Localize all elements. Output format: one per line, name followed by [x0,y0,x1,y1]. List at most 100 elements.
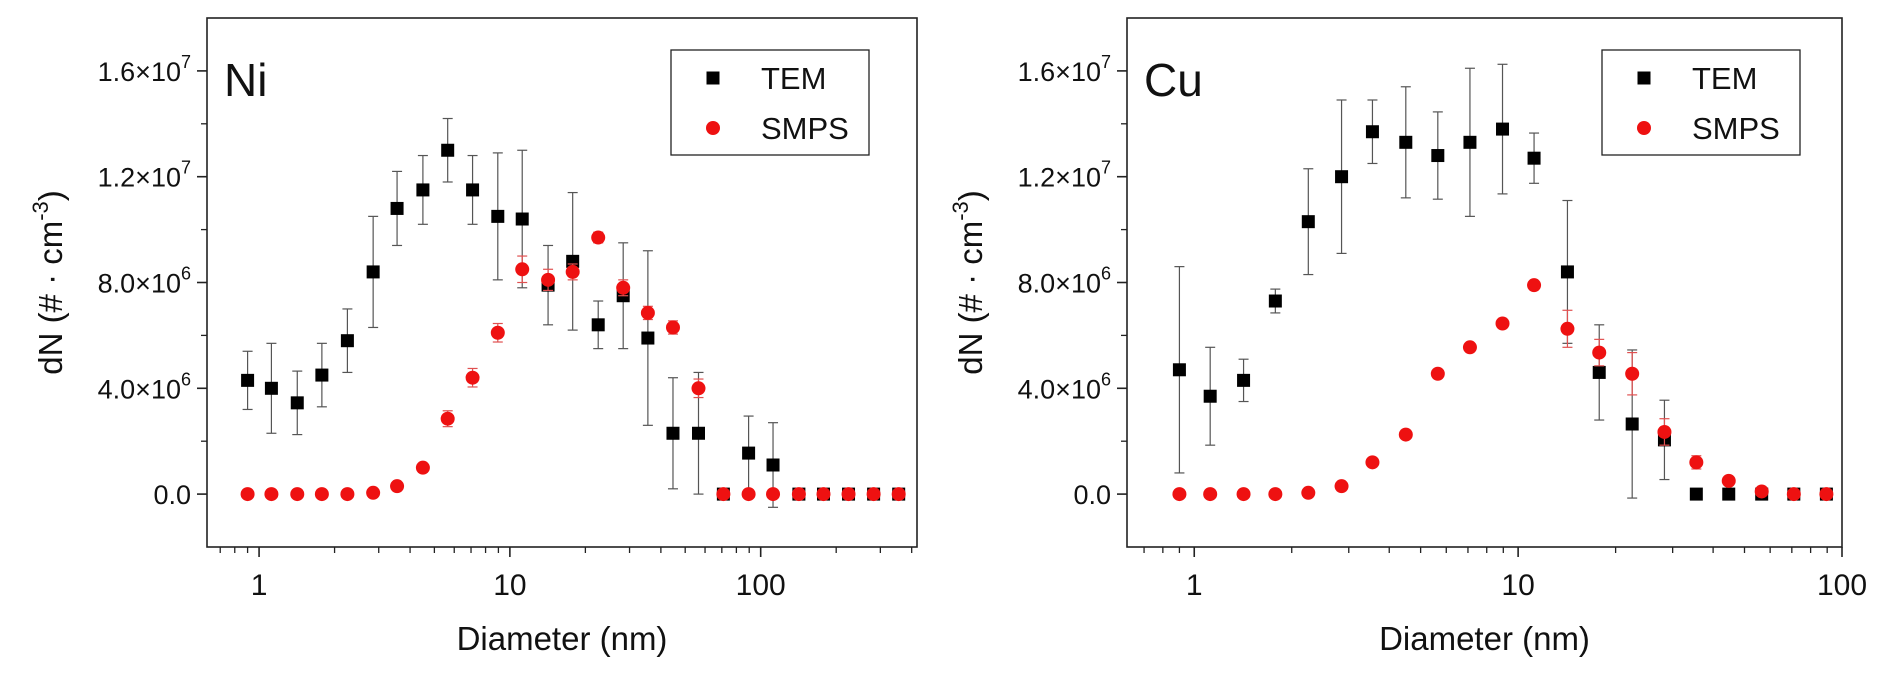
y-tick-label: 1.6×107 [1018,52,1111,87]
data-point-tem [264,381,278,395]
data-point-tem [491,209,505,223]
chart-panel-ni: 1 10 1000.04.0×1068.0×1061.2×1071.6×107Dia… [28,17,918,657]
data-point-tem [416,183,430,197]
data-point-smps [866,487,881,502]
x-tick-label: 10 [493,569,526,602]
data-point-smps [841,487,856,502]
x-tick-label: 100 [1817,569,1867,602]
y-tick-label-base: 1.6×10 [98,57,181,87]
y-axis-title: dN (# · cm-3) [28,190,69,375]
x-tick-label: 1 [251,569,268,602]
data-point-smps [1689,455,1704,470]
data-point-tem [441,143,455,157]
legend-label-smps: SMPS [761,111,849,146]
y-tick-label: 1.2×107 [1018,158,1111,193]
data-point-smps [440,411,455,426]
legend-box [1601,49,1801,156]
data-point-tem [742,446,756,460]
data-point-smps [1301,485,1316,500]
data-point-smps [1721,473,1736,488]
y-tick-label-base: 0.0 [1073,480,1111,510]
data-point-tem [1625,417,1639,431]
y-tick-label: 1.6×107 [98,52,191,87]
y-tick-label-base: 1.6×10 [1018,57,1101,87]
data-point-tem [1463,135,1477,149]
data-point-smps [1819,487,1834,502]
y-axis-title-superscript: -3 [948,201,973,221]
y-tick-label: 0.0 [153,480,191,510]
x-tick-label: 10 [1501,569,1534,602]
x-axis-title: Diameter (nm) [457,620,668,657]
y-axis-title-main: dN (# · cm [952,221,989,375]
y-tick-label: 0.0 [1073,480,1111,510]
y-tick-label: 8.0×106 [1018,264,1111,299]
data-point-smps [541,272,556,287]
data-point-smps [816,487,831,502]
panel-label: Cu [1144,54,1203,106]
series-smps [240,230,906,502]
data-point-tem [1399,135,1413,149]
data-point-smps [264,487,279,502]
data-point-smps [640,305,655,320]
data-point-tem [591,318,605,332]
data-point-smps [891,487,906,502]
legend: TEM SMPS [670,49,870,156]
data-point-smps [1203,487,1218,502]
data-point-tem [315,368,329,382]
data-point-smps [1625,366,1640,381]
data-point-tem [1560,265,1574,279]
data-point-smps [1786,487,1801,502]
data-point-tem [1496,122,1510,136]
data-point-tem [666,426,680,440]
legend-label-tem: TEM [1692,61,1757,96]
data-point-smps [290,487,305,502]
data-point-tem [1527,151,1541,165]
y-tick-label-base: 8.0×10 [1018,269,1101,299]
data-point-smps [1462,340,1477,355]
y-tick-label-base: 1.2×10 [1018,163,1101,193]
y-tick-label: 4.0×106 [98,369,191,404]
legend-label-smps: SMPS [1692,111,1780,146]
data-point-smps [616,280,631,295]
panel-label: Ni [224,54,267,106]
data-point-smps [415,460,430,475]
data-point-smps [314,487,329,502]
y-axis-title: dN (# · cm-3) [948,190,989,375]
y-tick-label-base: 0.0 [153,480,191,510]
data-point-tem [1335,170,1349,184]
data-point-smps [691,381,706,396]
data-point-tem [366,265,380,279]
data-point-tem [641,331,655,345]
y-tick-label-exponent: 6 [1101,369,1111,389]
y-tick-label-exponent: 7 [1101,52,1111,72]
data-point-tem [766,458,780,472]
y-axis-title-close: ) [32,190,69,201]
data-point-tem [466,183,480,197]
data-point-smps [665,320,680,335]
data-point-tem [1301,215,1315,229]
y-tick-label-exponent: 6 [181,369,191,389]
x-axis-title: Diameter (nm) [1379,620,1590,657]
y-tick-label: 1.2×107 [98,158,191,193]
data-point-smps [1172,487,1187,502]
y-axis-title-superscript: -3 [28,201,53,221]
data-point-smps [565,264,580,279]
data-point-smps [741,487,756,502]
y-tick-label-exponent: 7 [181,52,191,72]
data-point-smps [1560,321,1575,336]
y-tick-label-exponent: 6 [181,264,191,284]
data-point-smps [1495,316,1510,331]
x-tick-label: 100 [736,569,786,602]
data-point-smps [465,370,480,385]
legend-box [670,49,870,156]
legend: TEM SMPS [1601,49,1801,156]
data-point-smps [1334,479,1349,494]
data-point-smps [1592,345,1607,360]
y-tick-label-base: 4.0×10 [98,374,181,404]
chart-panel-cu: 1 10 1000.04.0×1068.0×1061.2×1071.6×107Dia… [948,17,1867,657]
data-point-smps [766,487,781,502]
data-point-smps [390,479,405,494]
y-axis-title-close: ) [952,190,989,201]
data-point-tem [290,396,304,410]
legend-marker-smps [1637,121,1651,135]
